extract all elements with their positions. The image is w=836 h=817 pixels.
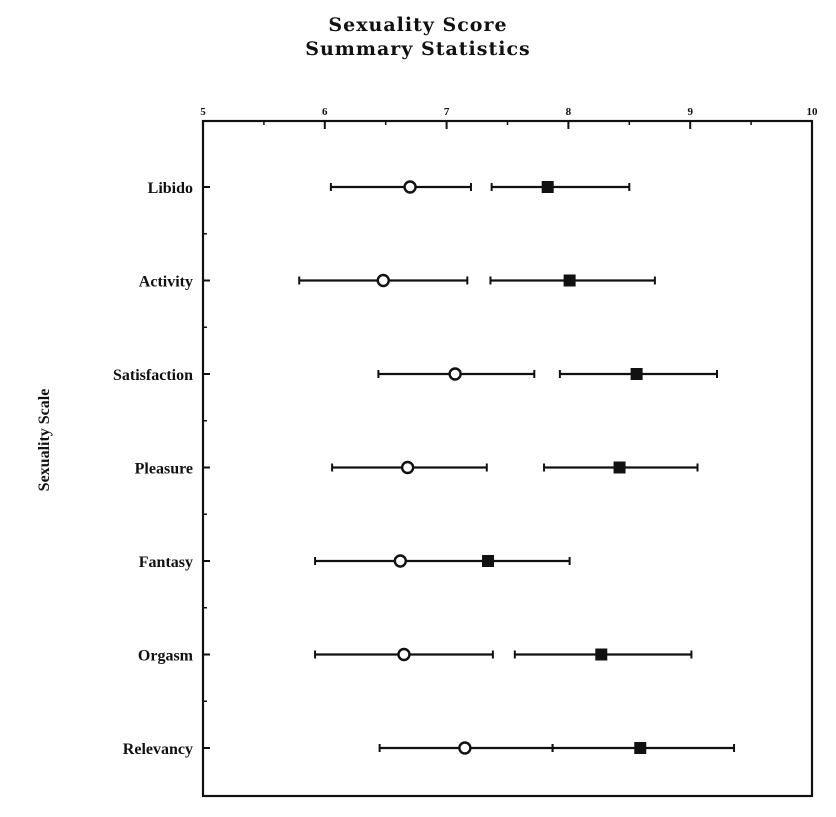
x-tick-label: 7 xyxy=(444,106,450,118)
category-label: Fantasy xyxy=(139,554,193,571)
filled-square-marker xyxy=(630,368,643,380)
x-tick-label: 8 xyxy=(566,106,572,118)
y-axis-label: Sexuality Scale xyxy=(36,389,53,492)
open-circle-marker xyxy=(448,367,462,381)
chart-subtitle: Summary Statistics xyxy=(305,38,531,60)
filled-square-marker xyxy=(482,555,495,567)
x-tick-label: 10 xyxy=(807,106,819,118)
filled-square-marker xyxy=(595,648,608,661)
filled-square-marker xyxy=(634,742,647,754)
category-label: Activity xyxy=(139,274,193,291)
filled-square-marker xyxy=(563,274,576,287)
filled-square-marker xyxy=(613,461,626,474)
x-tick-label: 5 xyxy=(200,106,206,118)
plot-frame xyxy=(201,119,814,798)
open-circle-marker xyxy=(458,741,472,755)
category-label: Orgasm xyxy=(138,648,194,665)
y-axis-ticks: Libido Activity Satisfaction Pleasure Fantas… xyxy=(113,180,210,758)
open-circle-marker xyxy=(397,647,411,662)
category-label: Pleasure xyxy=(135,461,193,478)
open-circle-marker xyxy=(400,460,415,475)
category-label: Satisfaction xyxy=(113,367,193,384)
category-label: Relevancy xyxy=(123,741,193,758)
x-tick-label: 9 xyxy=(687,106,693,118)
data-markers xyxy=(376,180,647,755)
error-bars xyxy=(298,183,736,752)
chart-title: Sexuality Score xyxy=(328,14,508,36)
filled-square-marker xyxy=(541,181,554,193)
plot-border xyxy=(201,119,814,798)
category-label: Libido xyxy=(148,180,193,197)
x-tick-label: 6 xyxy=(322,106,328,118)
open-circle-marker xyxy=(403,180,417,194)
x-axis-ticks: 5 6 7 8 9 10 xyxy=(200,106,818,129)
open-circle-marker xyxy=(376,273,390,288)
open-circle-marker xyxy=(393,554,408,568)
